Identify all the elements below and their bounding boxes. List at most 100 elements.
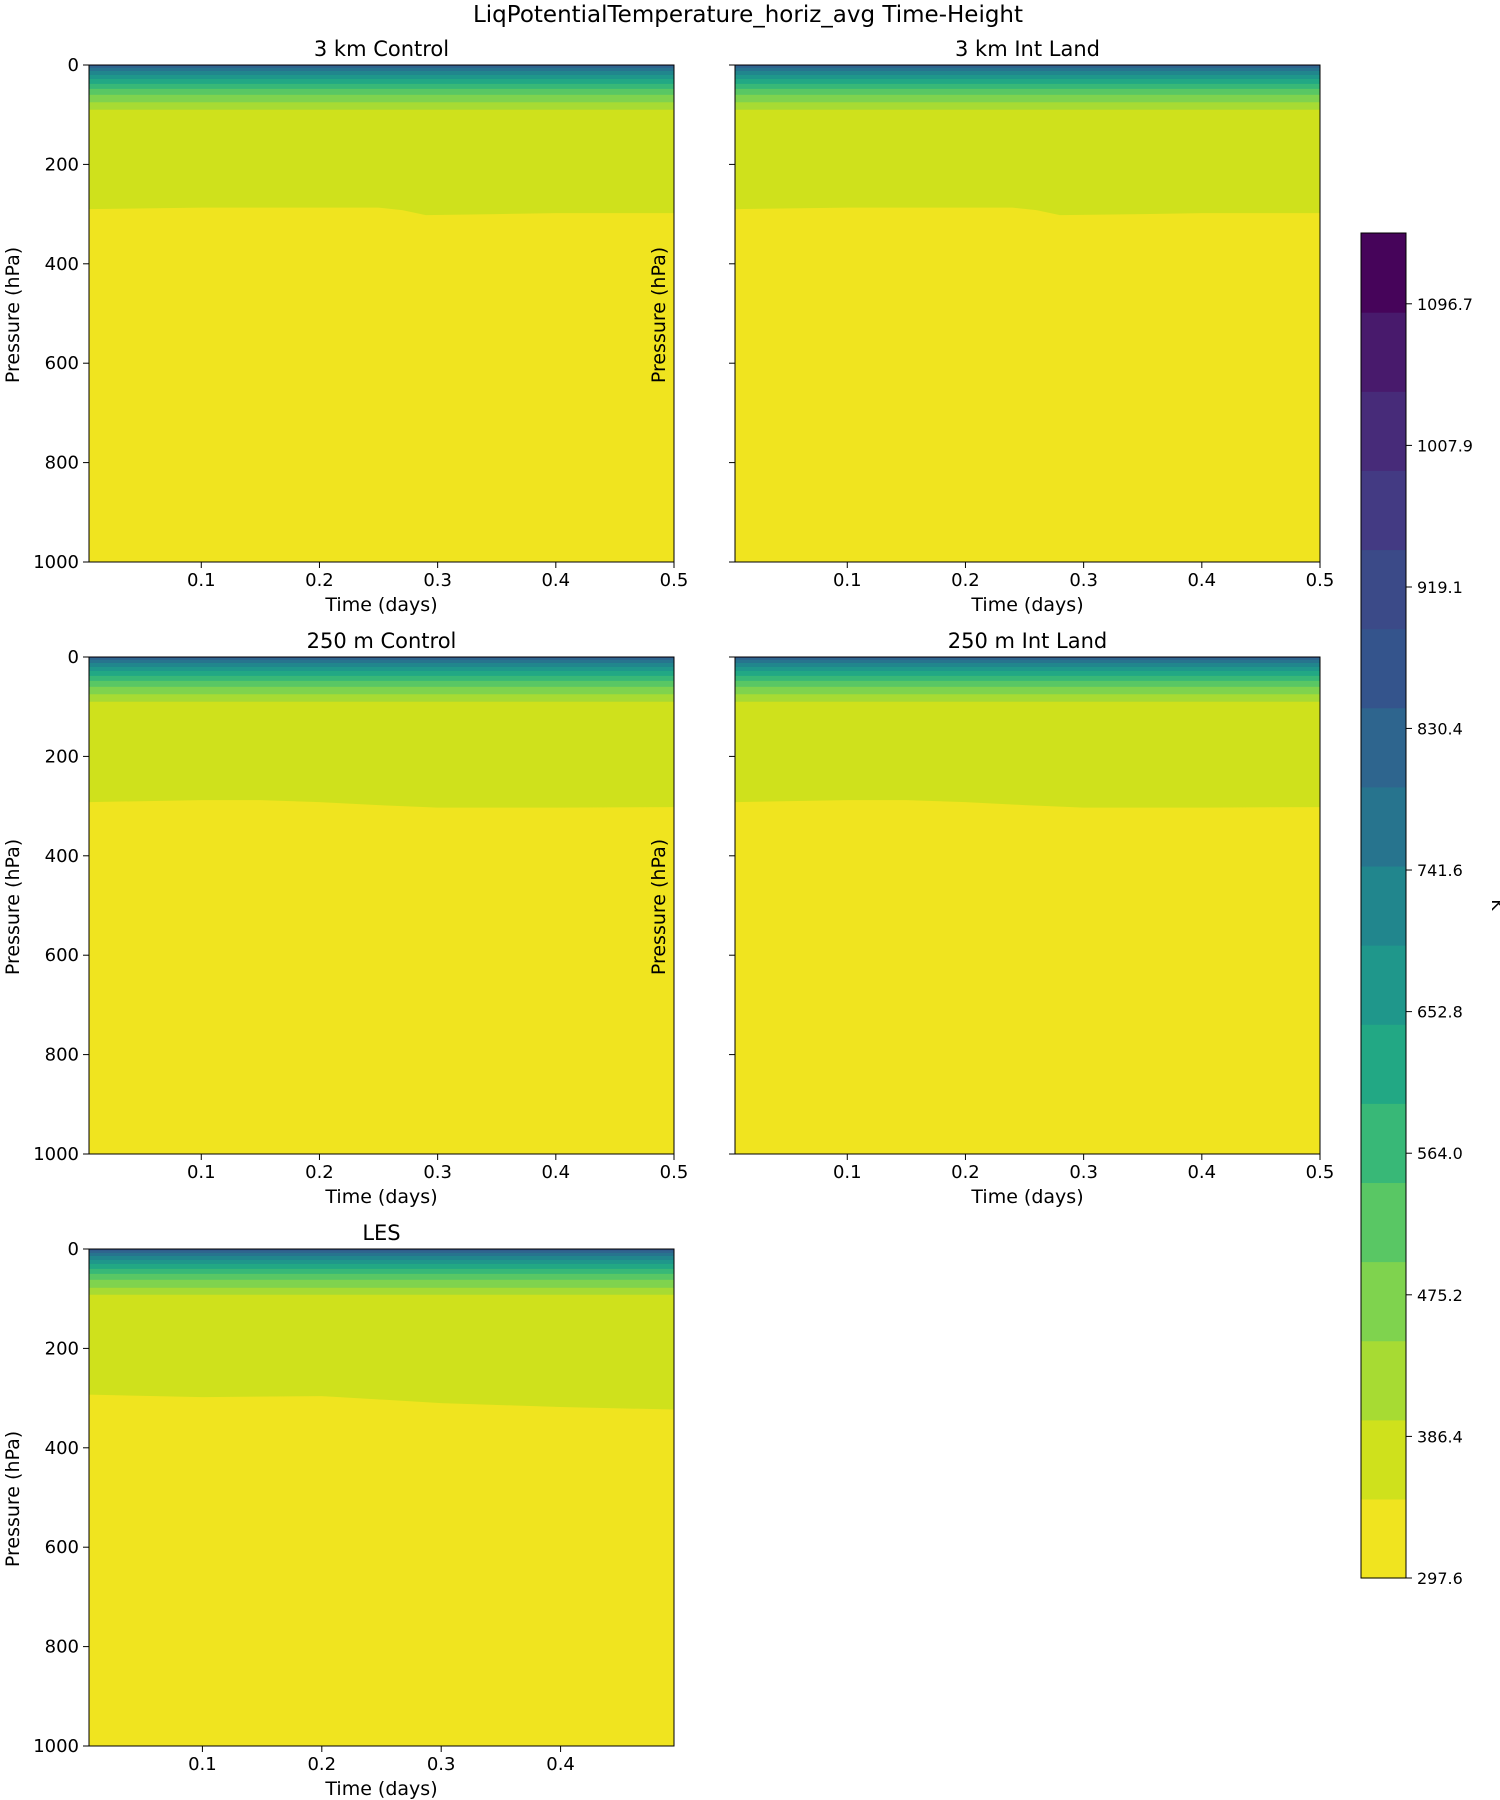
panel: 250 m Int Land 0.1 0.2 0.3 0.4 0.5 Time (days)… xyxy=(648,629,1334,1208)
colorbar-band xyxy=(1361,1419,1406,1500)
colorbar-band xyxy=(1361,865,1406,946)
x-tick-label: 0.1 xyxy=(833,1162,862,1183)
panel-title: 3 km Int Land xyxy=(955,37,1100,61)
colorbar-band xyxy=(1361,1182,1406,1263)
y-axis-label: Pressure (hPa) xyxy=(2,247,24,383)
suptitle: LiqPotentialTemperature_horiz_avg Time-H… xyxy=(473,2,1023,28)
x-tick-label: 0.2 xyxy=(951,570,980,591)
colorbar-tick-label: 652.8 xyxy=(1417,1003,1463,1022)
axes-frame xyxy=(734,64,1321,563)
x-axis-label: Time (days) xyxy=(324,1186,437,1208)
colorbar-band xyxy=(1361,1498,1406,1579)
x-tick-label: 0.3 xyxy=(423,570,452,591)
colorbar-band xyxy=(1361,707,1406,788)
y-tick-label: 200 xyxy=(45,1338,79,1359)
x-tick-label: 0.3 xyxy=(1069,570,1098,591)
x-tick-label: 0.4 xyxy=(1187,1162,1216,1183)
y-tick-label: 400 xyxy=(45,254,79,275)
x-tick-label: 0.4 xyxy=(541,570,570,591)
y-axis-label: Pressure (hPa) xyxy=(648,839,670,975)
colorbar: 297.6 386.4 475.2 564.0 652.8 741.6 830.4 919.1… xyxy=(1360,232,1500,1588)
colorbar-band xyxy=(1361,470,1406,551)
y-tick-label: 800 xyxy=(45,453,79,474)
y-tick-label: 200 xyxy=(45,154,79,175)
panel-title: 250 m Int Land xyxy=(948,629,1108,653)
colorbar-band xyxy=(1361,233,1406,313)
colorbar-tick-label: 919.1 xyxy=(1417,578,1463,597)
y-tick-label: 800 xyxy=(45,1045,79,1066)
level-band xyxy=(89,1249,674,1251)
panel: LES 0.1 0.2 0.3 0.4 Time (days) 0 200 400 600 800 1… xyxy=(2,1221,675,1800)
x-tick-label: 0.4 xyxy=(541,1162,570,1183)
y-tick-label: 0 xyxy=(68,1239,79,1260)
colorbar-frame xyxy=(1360,232,1407,1579)
y-axis-label: Pressure (hPa) xyxy=(2,839,24,975)
level-band xyxy=(89,1249,674,1253)
x-axis-label: Time (days) xyxy=(970,594,1083,616)
x-tick-label: 0.2 xyxy=(951,1162,980,1183)
x-tick-label: 0.1 xyxy=(833,570,862,591)
x-tick-label: 0.1 xyxy=(187,570,216,591)
x-tick-label: 0.2 xyxy=(307,1754,336,1775)
y-tick-label: 800 xyxy=(45,1637,79,1658)
level-band xyxy=(89,657,674,660)
x-tick-label: 0.3 xyxy=(423,1162,452,1183)
panel-title: 3 km Control xyxy=(314,37,449,61)
x-tick-label: 0.2 xyxy=(305,1162,334,1183)
colorbar-band xyxy=(1361,1261,1406,1342)
panel-title: LES xyxy=(362,1221,400,1245)
x-axis-label: Time (days) xyxy=(324,1778,437,1800)
colorbar-tick-label: 741.6 xyxy=(1417,861,1463,880)
y-tick-label: 600 xyxy=(45,945,79,966)
x-tick-label: 0.3 xyxy=(1069,1162,1098,1183)
y-axis-label: Pressure (hPa) xyxy=(648,247,670,383)
colorbar-band xyxy=(1361,945,1406,1025)
panel: 250 m Control 0.1 0.2 0.3 0.4 0.5 Time (days) 0… xyxy=(2,629,688,1208)
y-tick-label: 1000 xyxy=(33,1144,79,1165)
x-tick-label: 0.5 xyxy=(1306,570,1335,591)
x-tick-label: 0.5 xyxy=(660,1162,689,1183)
x-tick-label: 0.1 xyxy=(188,1754,217,1775)
y-axis-label: Pressure (hPa) xyxy=(2,1431,24,1567)
colorbar-band xyxy=(1361,1340,1406,1421)
y-tick-label: 1000 xyxy=(33,552,79,573)
colorbar-label: K xyxy=(1487,899,1500,911)
colorbar-tick-label: 475.2 xyxy=(1417,1286,1463,1305)
colorbar-ticks: 297.6 386.4 475.2 564.0 652.8 741.6 830.4 919.1… xyxy=(1406,295,1473,1588)
x-tick-label: 0.1 xyxy=(187,1162,216,1183)
y-tick-label: 400 xyxy=(45,1438,79,1459)
x-tick-label: 0.2 xyxy=(305,570,334,591)
y-tick-label: 600 xyxy=(45,353,79,374)
x-tick-label: 0.5 xyxy=(1306,1162,1335,1183)
y-tick-label: 0 xyxy=(68,647,79,668)
colorbar-band xyxy=(1361,1103,1406,1184)
y-tick-label: 400 xyxy=(45,846,79,867)
axes-frame xyxy=(88,64,675,563)
level-band xyxy=(735,65,1320,68)
colorbar-tick-label: 1007.9 xyxy=(1417,436,1473,455)
colorbar-band xyxy=(1361,391,1406,471)
colorbar-band xyxy=(1361,786,1406,867)
x-tick-label: 0.4 xyxy=(546,1754,575,1775)
axes-frame xyxy=(734,656,1321,1155)
axes-frame xyxy=(88,1248,675,1747)
colorbar-band xyxy=(1361,549,1406,630)
x-axis-label: Time (days) xyxy=(970,1186,1083,1208)
x-tick-label: 0.5 xyxy=(660,570,689,591)
x-axis-label: Time (days) xyxy=(324,594,437,616)
colorbar-tick-label: 564.0 xyxy=(1417,1144,1463,1163)
x-tick-label: 0.3 xyxy=(427,1754,456,1775)
colorbar-bands xyxy=(1361,233,1406,1579)
colorbar-tick-label: 386.4 xyxy=(1417,1427,1463,1446)
panel-title: 250 m Control xyxy=(307,629,457,653)
axes-frame xyxy=(88,656,675,1155)
colorbar-tick-label: 830.4 xyxy=(1417,719,1463,738)
colorbar-tick-label: 297.6 xyxy=(1417,1569,1463,1588)
colorbar-band xyxy=(1361,628,1406,709)
panel: 3 km Int Land 0.1 0.2 0.3 0.4 0.5 Time (days) P… xyxy=(648,37,1334,616)
level-band xyxy=(89,65,674,68)
colorbar-band xyxy=(1361,312,1406,392)
y-tick-label: 200 xyxy=(45,746,79,767)
